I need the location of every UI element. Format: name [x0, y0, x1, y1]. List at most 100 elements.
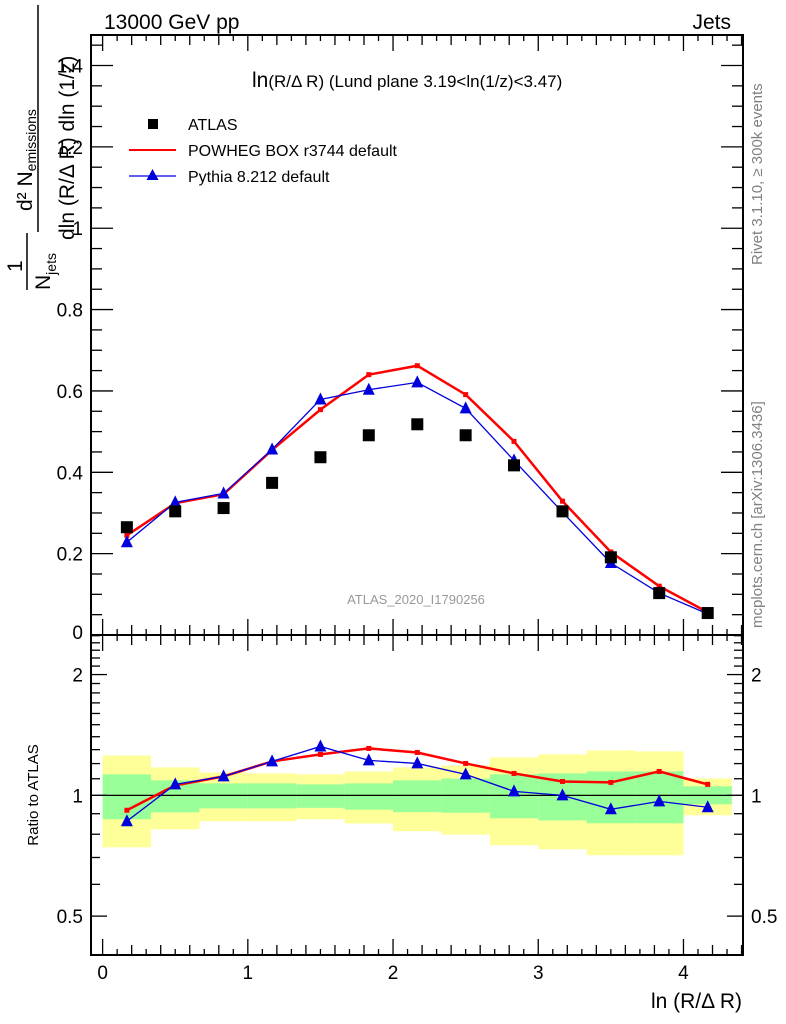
powheg-point: [414, 363, 420, 369]
pythia-point: [314, 392, 327, 405]
main-y-axis-label: 1 Njets d² Nemissions dln (R/Δ R) dln (1…: [4, 5, 79, 290]
ylabel-denominator: dln (R/Δ R) dln (1/z): [56, 56, 79, 240]
pythia-point: [217, 486, 230, 499]
ratio-y-tick-label-left: 1: [72, 786, 83, 807]
pythia-ratio-point: [169, 777, 182, 790]
x-tick-label: 2: [388, 963, 399, 984]
legend-label-pythia: Pythia 8.212 default: [188, 169, 330, 186]
atlas-data-point: [701, 607, 714, 620]
mcplots-credit-text: mcplots.cern.ch [arXiv:1306.3436]: [749, 401, 766, 628]
x-tick-label: 3: [533, 963, 544, 984]
pythia-ratio-point: [120, 814, 133, 827]
pythia-line: [126, 381, 708, 615]
atlas-data-point: [169, 505, 182, 518]
main-plot-series: [120, 363, 714, 620]
pythia-point: [411, 375, 424, 388]
pythia-point: [266, 442, 279, 455]
ratio-band-inner: [344, 783, 394, 810]
header-process-label: Jets: [692, 11, 731, 34]
powheg-ratio-point: [124, 807, 130, 813]
main-y-tick-label: 0: [72, 623, 83, 644]
powheg-point: [317, 407, 323, 413]
pythia-ratio-point: [508, 784, 521, 797]
legend: ATLAS POWHEG BOX r3744 default Pythia 8.…: [129, 117, 398, 186]
powheg-ratio-point: [366, 745, 372, 751]
pythia-point: [120, 535, 133, 548]
ratio-y-tick-label-left: 2: [72, 666, 83, 687]
atlas-data-point: [556, 505, 569, 518]
plot-title: ln(R/Δ R) (Lund plane 3.19<ln(1/z)<3.47): [252, 69, 562, 92]
main-y-tick-label: 1.4: [57, 57, 84, 78]
ylabel-njets: Njets: [32, 253, 59, 290]
atlas-data-point: [120, 521, 133, 534]
main-y-tick-label: 1: [72, 219, 83, 240]
axes: [90, 34, 744, 956]
pythia-ratio-point: [701, 800, 714, 813]
powheg-ratio-point: [705, 781, 711, 787]
powheg-ratio-point: [463, 760, 469, 766]
powheg-ratio-point: [560, 778, 566, 784]
x-axis-label: ln (R/Δ R): [651, 990, 742, 1013]
powheg-ratio-point: [414, 749, 420, 755]
ratio-plot-series: [120, 739, 714, 827]
ratio-y-tick-label-right: 0.5: [751, 907, 777, 928]
ratio-y-tick-label-left: 0.5: [57, 907, 83, 928]
main-y-tick-label: 0.4: [57, 463, 84, 484]
powheg-ratio-point: [656, 768, 662, 774]
rivet-version-text: Rivet 3.1.10, ≥ 300k events: [749, 83, 766, 265]
pythia-point: [459, 401, 472, 414]
main-y-tick-label: 1.2: [57, 138, 83, 159]
legend-label-atlas: ATLAS: [188, 117, 238, 134]
powheg-ratio-point: [608, 779, 614, 785]
header-beam-label: 13000 GeV pp: [104, 11, 239, 34]
atlas-data-point: [653, 587, 666, 600]
plot-title-ln: ln: [252, 69, 268, 92]
analysis-watermark: ATLAS_2020_I1790256: [347, 592, 485, 607]
powheg-line: [126, 364, 709, 614]
legend-marker-square: [148, 119, 158, 129]
x-tick-label: 0: [97, 963, 108, 984]
atlas-data-point: [314, 451, 327, 464]
pythia-point: [362, 382, 375, 395]
main-y-tick-label: 0.6: [57, 382, 83, 403]
pythia-ratio-point: [653, 794, 666, 807]
legend-entry-powheg: POWHEG BOX r3744 default: [129, 143, 398, 160]
legend-marker-triangle: [146, 169, 159, 180]
pythia-point: [169, 495, 182, 508]
ratio-y-tick-label-right: 1: [751, 786, 762, 807]
legend-label-powheg: POWHEG BOX r3744 default: [188, 143, 398, 160]
legend-entry-atlas: ATLAS: [148, 117, 238, 134]
atlas-data-point: [604, 551, 617, 564]
pythia-ratio-point: [556, 788, 569, 801]
x-tick-label: 4: [678, 963, 689, 984]
powheg-ratio-point: [317, 751, 323, 757]
tick-labels: 0 0.2 0.4 0.6 0.8 1 1.2 1.4 0.5 0.5 1 1 2 2 0 1 2 3 4: [57, 57, 778, 984]
pythia-ratio-point: [459, 767, 472, 780]
legend-entry-pythia: Pythia 8.212 default: [129, 169, 330, 186]
pythia-ratio-point: [604, 802, 617, 815]
pythia-ratio-point: [411, 756, 424, 769]
ylabel-numerator: d² Nemissions: [14, 109, 39, 211]
plot-title-rest: (R/Δ R) (Lund plane 3.19<ln(1/z)<3.47): [268, 72, 562, 91]
atlas-data-point: [362, 429, 375, 442]
powheg-point: [366, 372, 372, 378]
powheg-point: [463, 392, 469, 398]
atlas-data-point: [411, 418, 424, 431]
ylabel-one: 1: [4, 260, 27, 272]
atlas-data-point: [459, 429, 472, 442]
ratio-band-inner: [393, 780, 442, 813]
ratio-y-tick-label-right: 2: [751, 666, 762, 687]
x-tick-label: 1: [243, 963, 254, 984]
powheg-ratio-point: [511, 770, 517, 776]
main-y-tick-label: 0.2: [57, 545, 83, 566]
pythia-ratio-point: [266, 754, 279, 767]
atlas-data-point: [217, 502, 230, 515]
atlas-data-point: [266, 476, 279, 489]
atlas-data-point: [508, 459, 521, 472]
ratio-y-axis-label: Ratio to ATLAS: [25, 744, 42, 845]
powheg-point: [560, 498, 566, 504]
pythia-ratio-point: [217, 769, 230, 782]
powheg-point: [511, 438, 517, 444]
pythia-ratio-point: [314, 739, 327, 752]
